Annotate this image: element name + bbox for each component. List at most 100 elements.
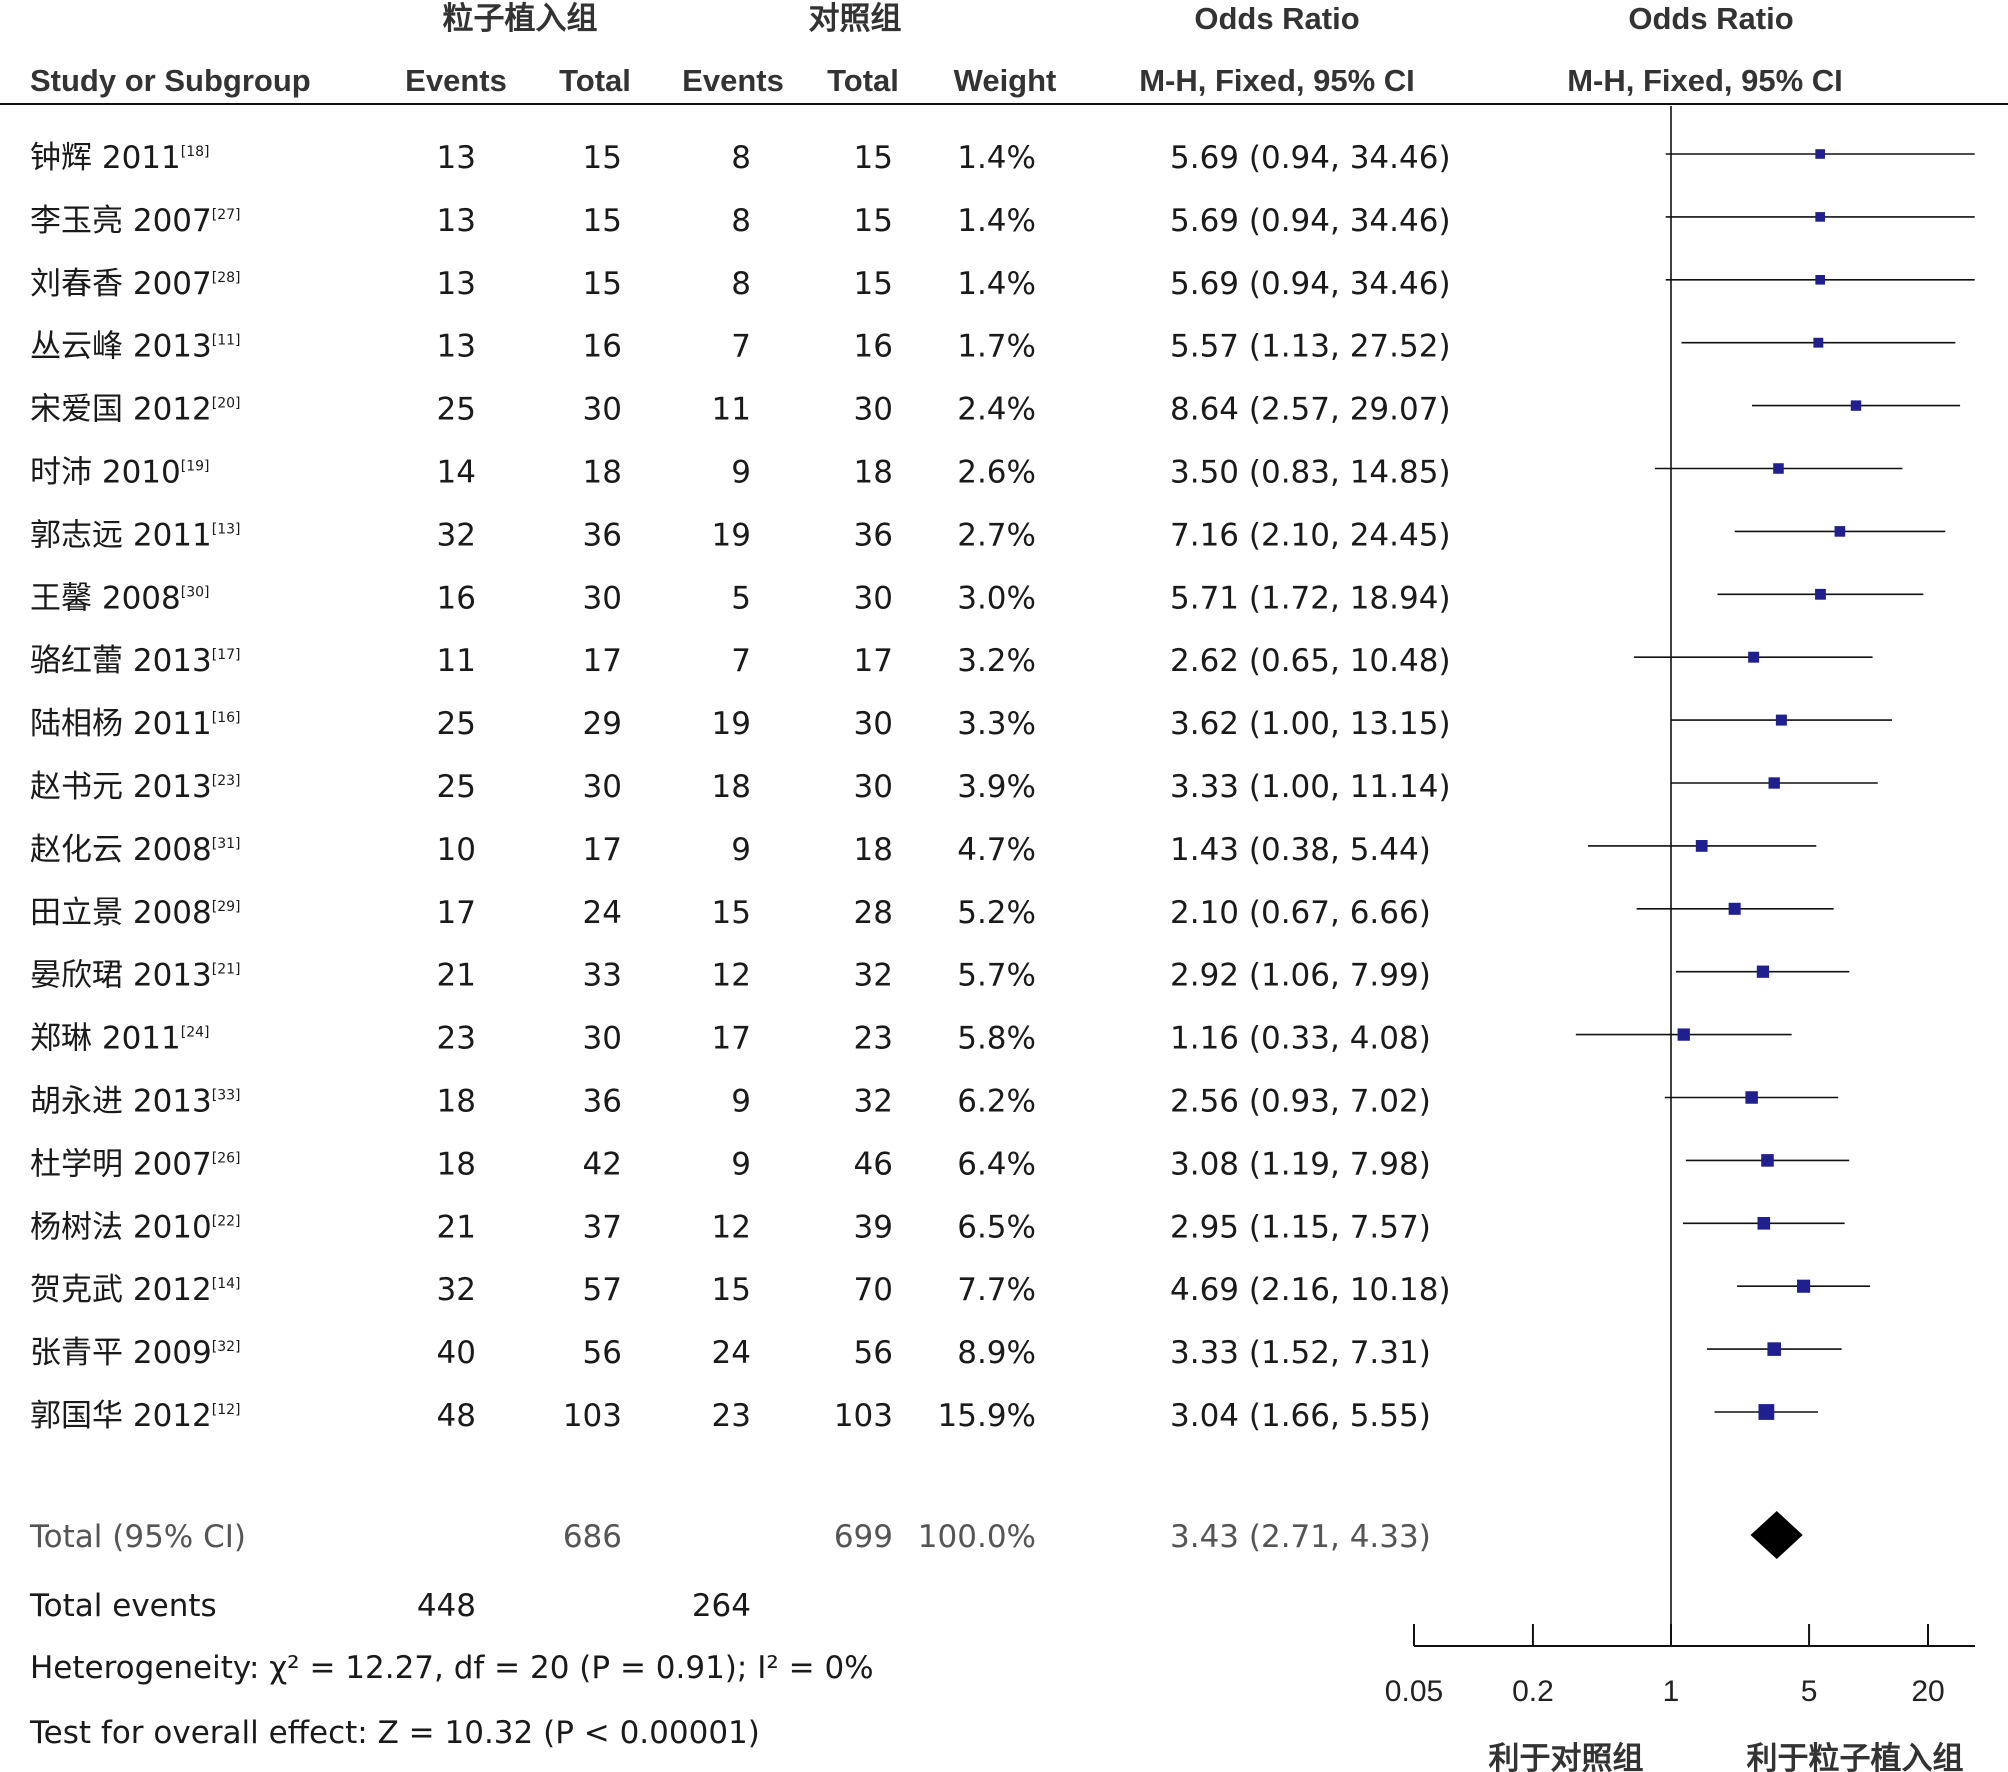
column-header-method-plot: M-H, Fixed, 95% CI [1567, 63, 1843, 98]
total-weight: 100.0% [918, 1519, 1036, 1555]
study-ref: [17] [212, 647, 241, 663]
events-exp-cell: 18 [437, 1084, 476, 1120]
favours-control-label: 利于对照组 [1489, 1741, 1644, 1772]
events-exp-cell: 32 [437, 517, 476, 553]
overall-effect-text: Test for overall effect: Z = 10.32 (P < … [29, 1715, 760, 1751]
weight-cell: 8.9% [957, 1335, 1036, 1371]
weight-cell: 4.7% [957, 832, 1036, 868]
events-ctl-cell: 9 [731, 1146, 751, 1182]
odds-ratio-cell: 3.50 (0.83, 14.85) [1170, 455, 1451, 491]
study-name: 晏欣珺 2013 [30, 958, 212, 994]
odds-ratio-cell: 2.56 (0.93, 7.02) [1170, 1084, 1431, 1120]
weight-cell: 6.4% [957, 1146, 1036, 1182]
odds-ratio-cell: 3.33 (1.52, 7.31) [1170, 1335, 1431, 1371]
study-ref: [23] [212, 773, 241, 789]
weight-cell: 6.5% [957, 1209, 1036, 1245]
total-exp-cell: 57 [583, 1272, 622, 1308]
heterogeneity-text: Heterogeneity: χ² = 12.27, df = 20 (P = … [30, 1650, 874, 1686]
events-ctl-cell: 5 [731, 580, 751, 616]
study-label: 张青平 2009[32] [30, 1335, 241, 1371]
study-label: 骆红蕾 2013[17] [30, 643, 241, 679]
total-ctl-cell: 15 [854, 203, 893, 239]
point-estimate-marker [1677, 1028, 1690, 1041]
x-tick-label: 5 [1801, 1675, 1818, 1708]
point-estimate-marker [1815, 274, 1825, 285]
study-ref: [21] [212, 962, 241, 978]
events-exp-cell: 13 [437, 203, 476, 239]
events-exp-cell: 13 [437, 140, 476, 176]
point-estimate-marker [1761, 1154, 1774, 1167]
point-estimate-marker [1728, 902, 1741, 915]
total-exp-cell: 30 [583, 769, 622, 805]
total-ctl-cell: 15 [854, 266, 893, 302]
pooled-estimate-diamond [1750, 1511, 1803, 1559]
favours-experimental-label: 利于粒子植入组 [1747, 1741, 1964, 1772]
events-ctl-cell: 8 [731, 140, 751, 176]
total-exp-cell: 37 [583, 1209, 622, 1245]
total-odds-ratio: 3.43 (2.71, 4.33) [1170, 1519, 1431, 1555]
total-ctl-cell: 23 [854, 1021, 893, 1057]
weight-cell: 5.2% [957, 895, 1036, 931]
point-estimate-marker [1758, 1404, 1775, 1420]
total-exp-cell: 15 [583, 140, 622, 176]
column-header-weight: Weight [954, 63, 1057, 98]
study-name: 杨树法 2010 [30, 1209, 212, 1245]
study-name: 刘春香 2007 [30, 266, 212, 302]
events-ctl-cell: 15 [712, 1272, 751, 1308]
total-label: Total (95% CI) [29, 1519, 246, 1555]
odds-ratio-cell: 5.69 (0.94, 34.46) [1170, 140, 1451, 176]
weight-cell: 5.8% [957, 1021, 1036, 1057]
total-exp-cell: 30 [583, 580, 622, 616]
study-label: 李玉亮 2007[27] [30, 203, 241, 239]
events-exp-cell: 11 [437, 643, 476, 679]
events-ctl-cell: 18 [712, 769, 751, 805]
events-ctl-cell: 12 [712, 1209, 751, 1245]
study-ref: [12] [212, 1402, 241, 1418]
point-estimate-marker [1813, 337, 1824, 348]
total-ctl-cell: 32 [854, 1084, 893, 1120]
odds-ratio-cell: 2.10 (0.67, 6.66) [1170, 895, 1431, 931]
study-name: 郭国华 2012 [30, 1398, 212, 1434]
point-estimate-marker [1815, 149, 1825, 159]
total-ctl-count: 699 [834, 1519, 893, 1555]
odds-ratio-cell: 3.08 (1.19, 7.98) [1170, 1146, 1431, 1182]
study-name: 张青平 2009 [30, 1335, 212, 1371]
study-ref: [33] [212, 1088, 241, 1104]
odds-ratio-cell: 7.16 (2.10, 24.45) [1170, 517, 1451, 553]
events-exp-cell: 25 [437, 392, 476, 428]
study-label: 郭志远 2011[13] [30, 517, 241, 553]
study-ref: [14] [212, 1276, 241, 1292]
total-exp-cell: 15 [583, 203, 622, 239]
odds-ratio-cell: 5.57 (1.13, 27.52) [1170, 329, 1451, 365]
group-control-header: 对照组 [809, 1, 902, 36]
study-label: 赵化云 2008[31] [30, 832, 241, 868]
total-exp-cell: 17 [583, 832, 622, 868]
odds-ratio-cell: 2.95 (1.15, 7.57) [1170, 1209, 1431, 1245]
total-ctl-cell: 70 [854, 1272, 893, 1308]
study-ref: [16] [212, 710, 241, 726]
events-ctl-cell: 11 [712, 392, 751, 428]
study-name: 钟辉 2011 [30, 140, 181, 176]
total-exp-cell: 24 [583, 895, 622, 931]
study-ref: [24] [181, 1025, 210, 1041]
odds-ratio-cell: 4.69 (2.16, 10.18) [1170, 1272, 1451, 1308]
weight-cell: 1.4% [957, 140, 1036, 176]
study-label: 杨树法 2010[22] [30, 1209, 241, 1245]
odds-ratio-cell: 5.69 (0.94, 34.46) [1170, 266, 1451, 302]
weight-cell: 1.4% [957, 266, 1036, 302]
odds-ratio-cell: 1.43 (0.38, 5.44) [1170, 832, 1431, 868]
total-ctl-cell: 17 [854, 643, 893, 679]
total-exp-cell: 36 [583, 1084, 622, 1120]
events-ctl-cell: 8 [731, 203, 751, 239]
total-ctl-cell: 39 [854, 1209, 893, 1245]
study-ref: [18] [181, 144, 210, 160]
total-exp-cell: 42 [583, 1146, 622, 1182]
study-ref: [11] [212, 333, 241, 349]
events-ctl-cell: 7 [731, 643, 751, 679]
events-exp-cell: 21 [437, 1209, 476, 1245]
study-ref: [30] [181, 584, 210, 600]
weight-cell: 5.7% [957, 958, 1036, 994]
point-estimate-marker [1768, 777, 1780, 789]
study-ref: [27] [212, 207, 241, 223]
